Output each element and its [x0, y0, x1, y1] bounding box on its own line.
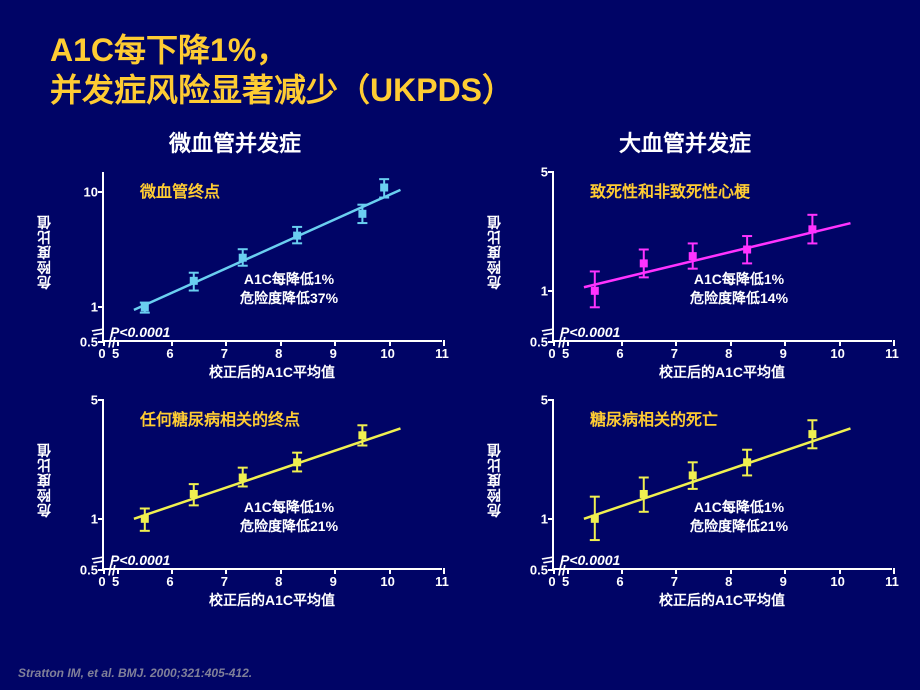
y-tick-label: 1	[520, 511, 548, 526]
data-marker	[239, 474, 247, 482]
data-marker	[358, 210, 366, 218]
p-value: P<0.0001	[110, 552, 170, 568]
x-tick-label: 6	[616, 346, 623, 361]
y-tick-label: 1	[70, 511, 98, 526]
citation-text: Stratton IM, et al. BMJ. 2000;321:405-41…	[18, 666, 252, 680]
annotation-text: A1C每降低1%危险度降低14%	[690, 270, 788, 308]
panel-microvascular-endpoint: 危险度比值0.51100567891011////校正后的A1C平均值微血管终点…	[30, 162, 440, 388]
data-marker	[380, 184, 388, 192]
x-tick-label: 8	[725, 574, 732, 589]
x-tick-label: 10	[830, 574, 844, 589]
x-tick-label: 7	[671, 574, 678, 589]
data-marker	[689, 252, 697, 260]
data-marker	[640, 490, 648, 498]
data-marker	[743, 246, 751, 254]
panel-subtitle: 微血管终点	[140, 178, 220, 202]
data-marker	[591, 287, 599, 295]
x-tick-label: 9	[780, 346, 787, 361]
y-tick-label: 1	[70, 300, 98, 315]
x-tick-label: 0	[98, 346, 105, 361]
data-marker	[640, 259, 648, 267]
data-marker	[743, 458, 751, 466]
panel-subtitle: 致死性和非致死性心梗	[590, 178, 750, 202]
y-axis-label: 危险度比值	[484, 215, 504, 290]
data-marker	[190, 490, 198, 498]
x-tick-label: 10	[830, 346, 844, 361]
x-tick-label: 9	[780, 574, 787, 589]
x-tick-label: 11	[435, 346, 449, 361]
data-marker	[190, 277, 198, 285]
y-axis-label: 危险度比值	[34, 215, 54, 290]
data-marker	[141, 303, 149, 311]
panel-subtitle: 糖尿病相关的死亡	[590, 406, 718, 430]
x-tick-label: 0	[548, 574, 555, 589]
data-marker	[141, 515, 149, 523]
panel-any-diabetes-endpoint: 危险度比值0.5150567891011////校正后的A1C平均值任何糖尿病相…	[30, 390, 440, 616]
x-tick-label: 11	[435, 574, 449, 589]
y-tick-label: 5	[520, 165, 548, 180]
x-axis-label: 校正后的A1C平均值	[102, 362, 442, 382]
x-tick-label: 11	[885, 574, 899, 589]
data-marker	[293, 232, 301, 240]
y-axis-label: 危险度比值	[484, 443, 504, 518]
y-tick-label: 5	[70, 393, 98, 408]
data-marker	[591, 515, 599, 523]
slide-title: A1C每下降1%， 并发症风险显著减少（UKPDS）	[0, 0, 920, 120]
x-tick-label: 9	[330, 346, 337, 361]
x-axis-label: 校正后的A1C平均值	[102, 590, 442, 610]
title-line-1: A1C每下降1%，	[50, 30, 920, 70]
data-marker	[239, 254, 247, 262]
annotation-text: A1C每降低1%危险度降低21%	[690, 498, 788, 536]
p-value: P<0.0001	[110, 324, 170, 340]
y-tick-label: 10	[70, 185, 98, 200]
x-tick-label: 8	[275, 346, 282, 361]
x-tick-label: 0	[98, 574, 105, 589]
x-tick-label: 8	[725, 346, 732, 361]
x-tick-label: 7	[221, 346, 228, 361]
chart-grid: 微血管并发症 大血管并发症 危险度比值0.51100567891011////校…	[0, 120, 920, 616]
y-tick-label: 1	[520, 283, 548, 298]
data-marker	[689, 471, 697, 479]
x-tick-label: 7	[221, 574, 228, 589]
annotation-text: A1C每降低1%危险度降低21%	[240, 498, 338, 536]
x-tick-label: 7	[671, 346, 678, 361]
x-tick-label: 6	[166, 574, 173, 589]
p-value: P<0.0001	[560, 552, 620, 568]
x-tick-label: 11	[885, 346, 899, 361]
panel-fatal-nonfatal-mi: 危险度比值0.5150567891011////校正后的A1C平均值致死性和非致…	[480, 162, 890, 388]
p-value: P<0.0001	[560, 324, 620, 340]
panel-subtitle: 任何糖尿病相关的终点	[140, 406, 300, 430]
data-marker	[358, 431, 366, 439]
x-tick-label: 6	[616, 574, 623, 589]
col-header-left: 微血管并发症	[30, 120, 440, 160]
x-axis-label: 校正后的A1C平均值	[552, 590, 892, 610]
y-axis-label: 危险度比值	[34, 443, 54, 518]
panel-diabetes-death: 危险度比值0.5150567891011////校正后的A1C平均值糖尿病相关的…	[480, 390, 890, 616]
x-tick-label: 9	[330, 574, 337, 589]
data-marker	[293, 458, 301, 466]
x-tick-label: 10	[380, 574, 394, 589]
title-line-2: 并发症风险显著减少（UKPDS）	[50, 70, 920, 110]
x-tick-label: 8	[275, 574, 282, 589]
x-tick-label: 6	[166, 346, 173, 361]
data-marker	[808, 225, 816, 233]
annotation-text: A1C每降低1%危险度降低37%	[240, 270, 338, 308]
x-tick-label: 10	[380, 346, 394, 361]
data-marker	[808, 430, 816, 438]
y-tick-label: 5	[520, 393, 548, 408]
x-tick-label: 0	[548, 346, 555, 361]
col-header-right: 大血管并发症	[480, 120, 890, 160]
x-axis-label: 校正后的A1C平均值	[552, 362, 892, 382]
